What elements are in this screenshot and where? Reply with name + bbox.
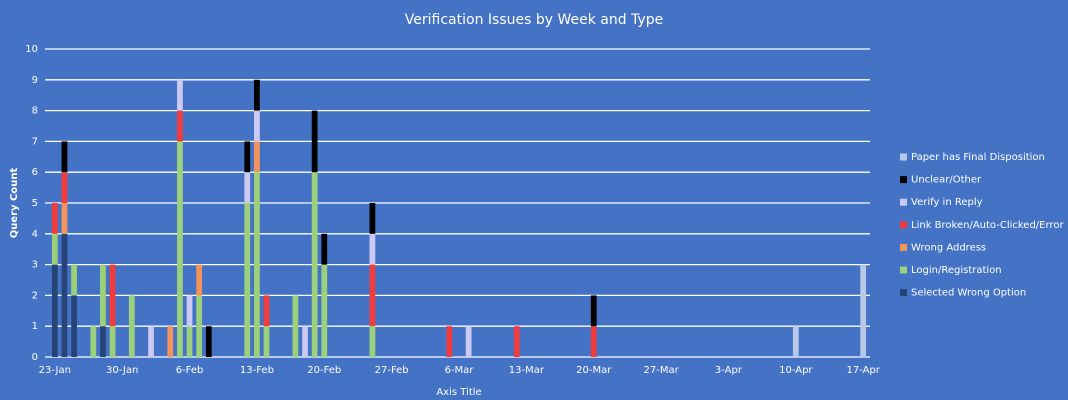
legend-label: Unclear/Other <box>911 175 982 186</box>
y-tick-label: 4 <box>32 229 38 240</box>
y-tick-label: 2 <box>32 290 38 301</box>
bar-segment <box>128 295 135 357</box>
bar-segment <box>254 141 260 173</box>
legend-swatch <box>900 153 907 161</box>
legend-label: Login/Registration <box>911 265 1002 276</box>
bar-segment <box>369 233 376 265</box>
bar-segment <box>369 203 376 234</box>
y-tick-label: 7 <box>32 136 38 147</box>
legend-swatch <box>900 243 907 251</box>
y-tick-label: 0 <box>32 352 38 363</box>
bar-segment <box>51 233 58 265</box>
bar-segment <box>148 326 154 357</box>
bar-segment <box>321 264 328 357</box>
bar-segment <box>254 79 260 111</box>
x-tick-label: 27-Feb <box>375 365 409 376</box>
legend-swatch <box>900 266 907 274</box>
x-tick-label: 23-Jan <box>39 365 71 376</box>
bar-segment <box>369 326 376 357</box>
x-tick-label: 20-Feb <box>307 365 341 376</box>
bar-segment <box>90 326 97 357</box>
bar-segment <box>186 326 193 357</box>
bar-segment <box>590 326 597 357</box>
bar-segment <box>205 326 212 357</box>
legend-swatch <box>900 176 907 184</box>
legend-label: Selected Wrong Option <box>911 288 1026 299</box>
legend-swatch <box>900 198 907 206</box>
bar-segment <box>167 326 174 357</box>
bar-segment <box>61 203 68 234</box>
bar-segment <box>61 141 68 173</box>
legend-label: Link Broken/Auto-Clicked/Error <box>911 220 1064 231</box>
y-tick-label: 9 <box>32 75 38 86</box>
x-tick-label: 13-Mar <box>509 365 545 376</box>
bar-segment <box>244 141 251 173</box>
y-tick-label: 1 <box>32 321 38 332</box>
x-tick-label: 13-Feb <box>240 365 274 376</box>
x-axis-title: Axis Title <box>436 387 481 398</box>
bar-segment <box>177 110 183 142</box>
bar-segment <box>263 295 270 327</box>
x-tick-label: 6-Feb <box>176 365 204 376</box>
x-tick-label: 17-Apr <box>846 365 880 376</box>
bar-segment <box>61 172 68 203</box>
bar-segment <box>196 295 203 357</box>
bar-segment <box>109 326 116 357</box>
bar-segment <box>177 79 183 111</box>
bar-segment <box>513 326 520 357</box>
legend-label: Wrong Address <box>911 242 986 253</box>
x-tick-label: 10-Apr <box>779 365 813 376</box>
legend-swatch <box>900 289 907 297</box>
bar-segment <box>244 203 251 357</box>
bar-segment <box>186 295 193 327</box>
bar-segment <box>321 233 328 265</box>
y-tick-label: 3 <box>32 260 38 271</box>
bar-segment <box>100 264 106 327</box>
bar-segment <box>590 295 597 327</box>
bar-segment <box>100 326 106 357</box>
y-tick-label: 8 <box>32 106 38 117</box>
bar-segment <box>311 172 318 357</box>
bar-segment <box>71 295 77 357</box>
bar-segment <box>792 326 799 357</box>
bar-segment <box>311 110 318 173</box>
bar-segment <box>263 326 270 357</box>
bar-segment <box>302 326 308 357</box>
y-axis-title: Query Count <box>9 168 20 239</box>
bar-segment <box>244 172 251 203</box>
legend-swatch <box>900 221 907 229</box>
bar-segment <box>51 203 58 234</box>
x-tick-label: 30-Jan <box>106 365 138 376</box>
bar-segment <box>51 264 58 357</box>
x-tick-label: 3-Apr <box>715 365 743 376</box>
x-tick-label: 20-Mar <box>576 365 612 376</box>
bar-segment <box>254 172 260 357</box>
bar-segment <box>446 326 453 357</box>
chart-title: Verification Issues by Week and Type <box>405 12 663 28</box>
bar-segment <box>109 264 116 327</box>
y-tick-label: 10 <box>25 44 38 55</box>
bar-segment <box>369 264 376 327</box>
y-tick-label: 5 <box>32 198 38 209</box>
bar-segment <box>860 264 867 357</box>
bar-segment <box>292 295 299 357</box>
x-tick-label: 6-Mar <box>445 365 475 376</box>
bar-segment <box>254 110 260 142</box>
legend-label: Paper has Final Disposition <box>911 152 1045 163</box>
bar-segment <box>465 326 472 357</box>
bar-segment <box>196 264 203 296</box>
legend-label: Verify in Reply <box>911 197 983 208</box>
bar-segment <box>71 264 77 296</box>
y-tick-label: 6 <box>32 167 38 178</box>
x-tick-label: 27-Mar <box>643 365 679 376</box>
bar-segment <box>61 233 68 357</box>
bar-segment <box>177 141 183 357</box>
